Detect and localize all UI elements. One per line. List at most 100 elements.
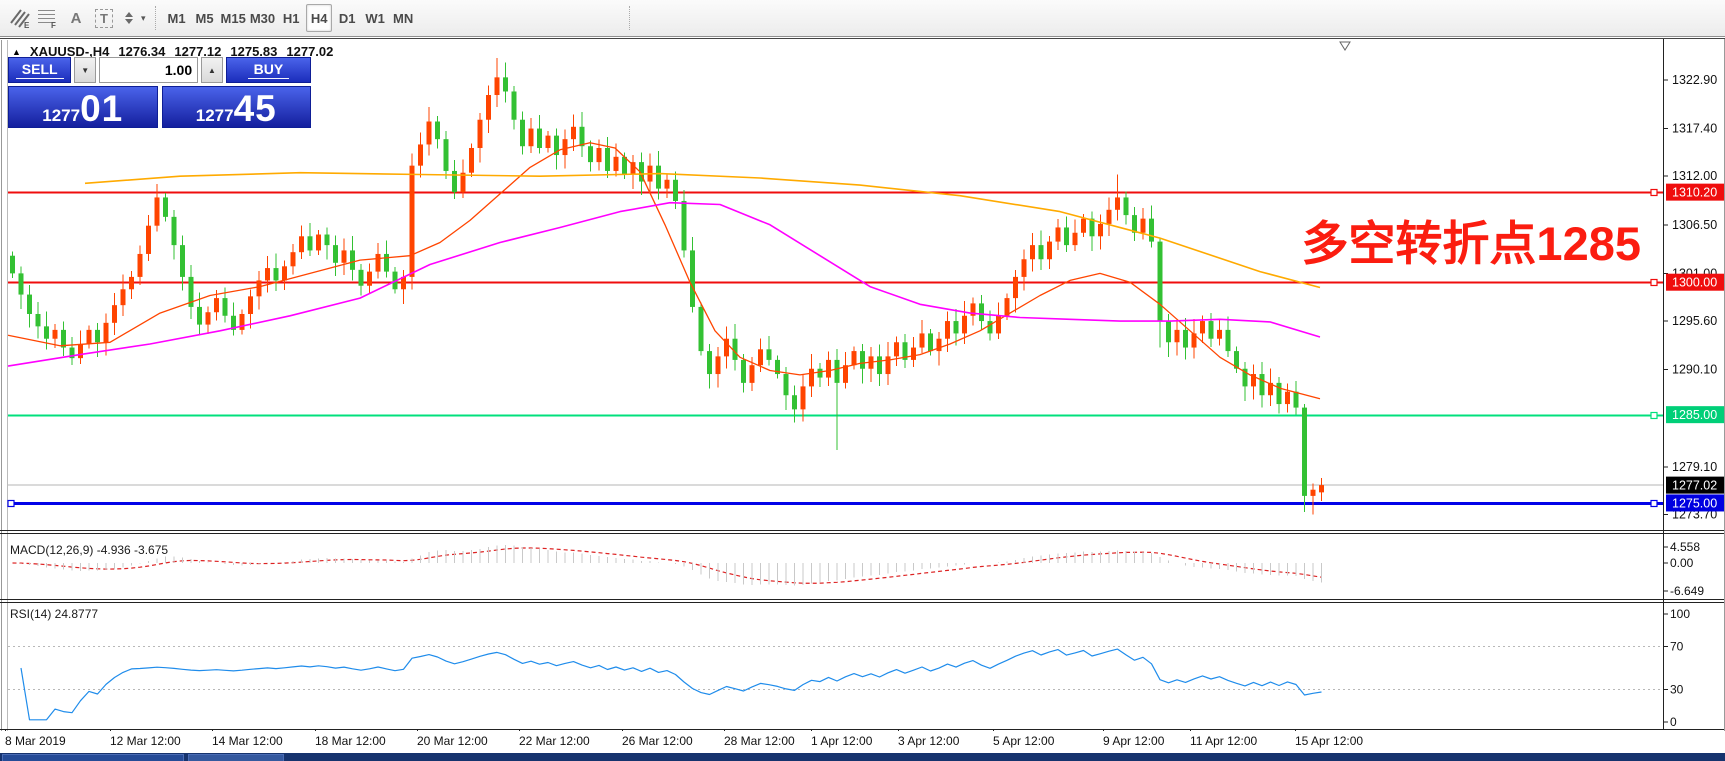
ohlc-low: 1275.83 — [230, 44, 278, 59]
toolbar: E F A T ▾ M1 M5 M15 — [0, 0, 1725, 37]
date-tick-label: 8 Mar 2019 — [5, 734, 66, 748]
macd-tick-label: 0.00 — [1670, 556, 1694, 570]
buy-price-display[interactable]: 1277 45 — [161, 86, 311, 129]
date-tick-label: 26 Mar 12:00 — [622, 734, 693, 748]
chart-shift-marker[interactable] — [1339, 41, 1351, 51]
tf-button-m15[interactable]: M15 — [220, 10, 246, 26]
tf-button-h4[interactable]: H4 — [306, 4, 333, 32]
arrange-arrows-icon[interactable]: ▾ — [119, 4, 147, 32]
grid-icon-glyph: F — [38, 10, 56, 29]
chart-annotation-text[interactable]: 多空转折点1285 — [1301, 217, 1641, 270]
status-strip — [0, 752, 1725, 761]
price-tick-label: 1306.50 — [1672, 218, 1717, 232]
tf-button-m5[interactable]: M5 — [195, 10, 214, 26]
date-tick-label: 20 Mar 12:00 — [417, 734, 488, 748]
date-tick-label: 12 Mar 12:00 — [110, 734, 181, 748]
hline-handle[interactable] — [7, 499, 15, 508]
date-tick-label: 28 Mar 12:00 — [724, 734, 795, 748]
experts-icon[interactable]: E — [7, 4, 33, 32]
rsi-tick-label: 70 — [1670, 639, 1684, 653]
ma-fast-line — [7, 142, 1321, 400]
text-label-glyph: T — [95, 8, 113, 28]
sell-price-small: 1277 — [42, 106, 81, 125]
chart-title: ▲ XAUUSD-,H4 1276.34 1277.12 1275.83 127… — [12, 44, 333, 59]
toolbar-separator — [629, 6, 631, 30]
date-tick-label: 14 Mar 12:00 — [212, 734, 283, 748]
hline-handle[interactable] — [1650, 188, 1658, 197]
rsi-indicator-label: RSI(14) 24.8777 — [10, 607, 99, 621]
tf-button-mn[interactable]: MN — [393, 10, 414, 26]
tf-button-h1[interactable]: H1 — [282, 10, 300, 26]
price-badge-label: 1275.00 — [1672, 496, 1717, 510]
tf-button-d1[interactable]: D1 — [338, 10, 356, 26]
ohlc-open: 1276.34 — [118, 44, 166, 59]
rsi-tick-label: 30 — [1670, 683, 1684, 697]
svg-text:F: F — [51, 21, 56, 29]
experts-icon-glyph: E — [10, 9, 30, 29]
date-tick-label: 18 Mar 12:00 — [315, 734, 386, 748]
macd-signal-line — [12, 547, 1322, 584]
symbol-period-label: XAUUSD-,H4 — [29, 44, 110, 59]
sell-price-big: 01 — [80, 88, 124, 129]
sell-price-display[interactable]: 1277 01 — [8, 86, 158, 129]
one-click-trading-panel: SELL ▼ ▲ BUY 1277 01 1277 45 — [8, 57, 311, 129]
hline-handle[interactable] — [1650, 499, 1658, 508]
volume-increase-button[interactable]: ▲ — [201, 57, 223, 83]
price-tick-label: 1322.90 — [1672, 73, 1717, 87]
time-axis[interactable]: 8 Mar 2019 12 Mar 12:00 14 Mar 12:00 18 Mar… — [0, 731, 1725, 751]
buy-button[interactable]: BUY — [225, 57, 311, 83]
panel-expand-icon[interactable]: ▲ — [12, 46, 21, 57]
chart-window: 1322.90 1317.40 1312.00 1306.50 1301.00 1295.… — [0, 38, 1725, 761]
tf-button-m30[interactable]: M30 — [249, 10, 276, 26]
price-tick-label: 1295.60 — [1672, 314, 1717, 328]
hline-handle[interactable] — [1650, 278, 1658, 287]
ohlc-high: 1277.12 — [174, 44, 222, 59]
toolbar-separator — [154, 6, 156, 30]
date-tick-label: 9 Apr 12:00 — [1103, 734, 1165, 748]
sell-button[interactable]: SELL — [8, 57, 72, 83]
date-tick-label: 3 Apr 12:00 — [898, 734, 960, 748]
price-badge — [1666, 273, 1724, 291]
macd-indicator-label: MACD(12,26,9) -4.936 -3.675 — [10, 543, 169, 557]
cursor-a-icon[interactable]: A — [63, 4, 89, 32]
ohlc-close: 1277.02 — [286, 44, 334, 59]
date-tick-label: 15 Apr 12:00 — [1295, 734, 1364, 748]
date-tick-label: 11 Apr 12:00 — [1190, 734, 1258, 748]
price-badge — [1666, 494, 1724, 512]
volume-decrease-button[interactable]: ▼ — [74, 57, 97, 83]
volume-input[interactable] — [99, 57, 199, 83]
date-tick-label: 22 Mar 12:00 — [519, 734, 590, 748]
price-tick-label: 1290.10 — [1672, 363, 1717, 377]
rsi-tick-label: 0 — [1670, 715, 1677, 729]
chart-canvas: 1322.901317.401312.001306.501301.001295.… — [0, 38, 1725, 751]
buy-button-label: BUY — [247, 61, 290, 79]
price-badge-label: 1310.20 — [1672, 186, 1717, 200]
grid-icon[interactable]: F — [35, 4, 61, 32]
tf-button-m1[interactable]: M1 — [167, 10, 186, 26]
dropdown-caret-icon: ▾ — [141, 12, 146, 23]
date-tick-label: 1 Apr 12:00 — [811, 734, 873, 748]
price-badge-label: 1285.00 — [1672, 408, 1717, 422]
text-label-icon[interactable]: T — [91, 4, 117, 32]
ma-long-line — [84, 171, 1321, 289]
arrange-arrows-glyph — [125, 12, 133, 24]
macd-tick-label: 4.558 — [1670, 540, 1700, 554]
candles-layer — [10, 77, 1324, 496]
buy-price-big: 45 — [233, 88, 277, 129]
price-badge — [1666, 476, 1724, 494]
rsi-tick-label: 100 — [1670, 607, 1690, 621]
tf-button-w1[interactable]: W1 — [365, 10, 385, 26]
svg-text:E: E — [24, 21, 30, 29]
sell-button-label: SELL — [15, 61, 64, 79]
hline-handle[interactable] — [1650, 411, 1658, 420]
price-badge-label: 1277.02 — [1672, 479, 1717, 493]
macd-tick-label: -6.649 — [1670, 584, 1704, 598]
price-badge — [1666, 406, 1724, 424]
macd-pane — [12, 547, 1322, 584]
cursor-a-glyph: A — [70, 9, 82, 27]
price-tick-label: 1317.40 — [1672, 122, 1717, 136]
status-strip-segment — [188, 754, 284, 761]
price-badge — [1666, 183, 1724, 201]
rsi-line — [20, 648, 1322, 721]
